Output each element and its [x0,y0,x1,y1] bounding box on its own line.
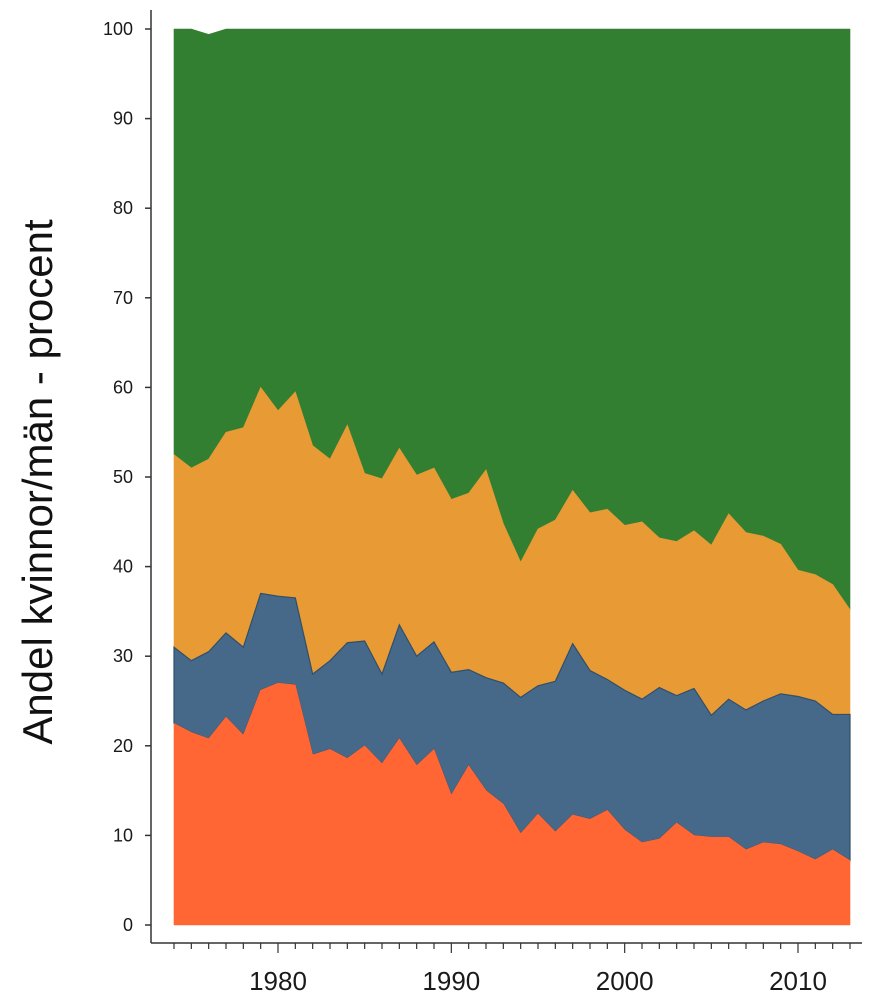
y-tick-label: 50 [113,467,133,487]
y-tick-label: 10 [113,825,133,845]
y-tick-label: 60 [113,377,133,397]
ticks-layer: 0 10 20 30 40 50 60 70 80 90 100 1980 1990 2000 2010 [103,19,851,996]
area-series-1 [173,682,851,926]
y-tick-label: 40 [113,557,133,577]
areas-layer [173,28,851,926]
y-tick-label: 20 [113,736,133,756]
y-tick-label: 80 [113,198,133,218]
y-tick-label: 70 [113,288,133,308]
x-tick-label: 2010 [769,966,827,996]
y-tick-label: 0 [123,915,133,935]
y-tick-label: 100 [103,19,133,39]
y-tick-label: 90 [113,109,133,129]
y-tick-label: 30 [113,646,133,666]
x-tick-label: 1980 [249,966,307,996]
x-tick-label: 1990 [422,966,480,996]
x-tick-label: 2000 [596,966,654,996]
y-axis-label: Andel kvinnor/män - procent [14,219,61,745]
